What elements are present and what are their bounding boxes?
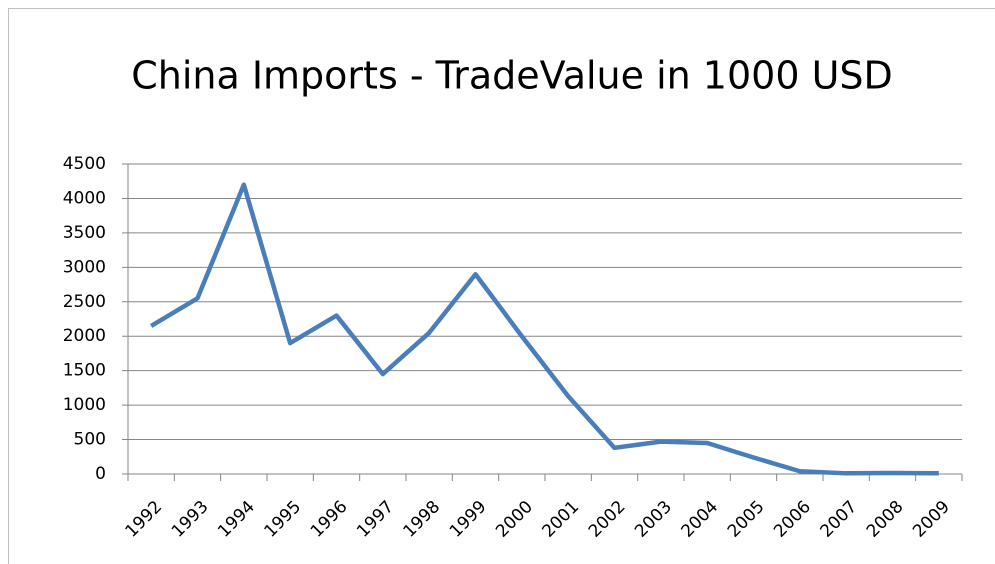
line: [150, 182, 939, 476]
y-tick-label: 500: [74, 430, 106, 450]
y-tick-label: 3000: [63, 257, 106, 277]
y-tick-label: 1000: [63, 395, 106, 415]
y-tick-label: 2500: [63, 292, 106, 312]
chart-title: China Imports - TradeValue in 1000 USD: [131, 54, 893, 98]
y-tick-label: 2000: [63, 326, 106, 346]
y-tick-label: 4000: [63, 188, 106, 208]
y-tick-label: 4500: [63, 154, 106, 174]
y-tick-label: 0: [95, 464, 106, 484]
y-tick-label: 1500: [63, 361, 106, 381]
y-tick-label: 3500: [63, 223, 106, 243]
